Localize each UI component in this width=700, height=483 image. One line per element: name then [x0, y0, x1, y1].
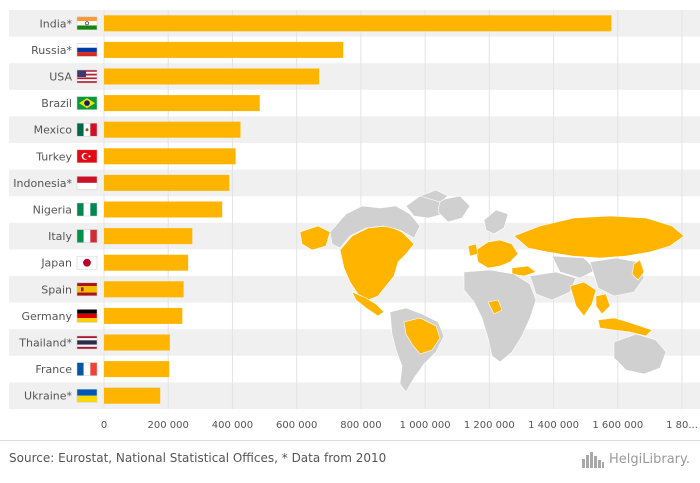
france-flag-icon — [76, 362, 98, 376]
x-tick-label: 600 000 — [276, 420, 317, 431]
bar — [104, 174, 230, 191]
nigeria-flag-icon — [76, 202, 98, 217]
turkey-flag-icon — [76, 149, 98, 164]
flags — [76, 16, 98, 403]
map-region — [419, 189, 449, 203]
map-region — [487, 299, 503, 315]
x-tick-label: 1 000 000 — [400, 420, 451, 431]
category-label: Italy — [48, 230, 72, 243]
map-region — [437, 195, 471, 223]
source-note: Source: Eurostat, National Statistical O… — [9, 451, 387, 465]
x-tick-label: 0 — [101, 420, 107, 431]
world-map — [299, 189, 685, 393]
x-tick-label: 200 000 — [148, 420, 189, 431]
bar — [104, 387, 161, 404]
japan-flag-icon — [76, 255, 98, 270]
category-labels: India* Russia* USA Brazil Mexico Turkey Indone… — [13, 17, 72, 402]
map-region — [595, 293, 611, 315]
map-region — [569, 281, 597, 317]
bar — [104, 148, 236, 165]
map-region — [463, 269, 537, 363]
bar — [104, 361, 170, 378]
bar-chart: India* Russia* USA Brazil Mexico Turkey Indone… — [9, 10, 700, 431]
map-region — [329, 205, 421, 249]
map-region — [339, 225, 415, 301]
map-region — [483, 209, 509, 235]
bars — [104, 15, 612, 404]
category-label: USA — [49, 71, 72, 84]
x-tick-label: 1 200 000 — [464, 420, 515, 431]
bar — [104, 121, 241, 138]
map-region — [597, 317, 653, 337]
map-region — [467, 243, 479, 257]
map-region — [631, 259, 645, 281]
bar — [104, 228, 193, 245]
x-tick-label: 1 80... — [666, 420, 698, 431]
x-tick-label: 1 600 000 — [592, 420, 643, 431]
india-flag-icon — [76, 16, 98, 31]
category-label: Nigeria — [33, 204, 72, 217]
category-label: Ukraine* — [24, 390, 72, 403]
logo-text: HelgiLibrary. — [609, 451, 690, 467]
map-region — [403, 317, 441, 355]
bar — [104, 281, 184, 298]
footer-divider — [0, 440, 700, 441]
x-tick-label: 800 000 — [340, 420, 381, 431]
city-skyline-icon — [582, 452, 605, 468]
category-label: Indonesia* — [13, 177, 72, 190]
bar — [104, 307, 183, 324]
spain-flag-icon — [76, 282, 98, 297]
category-label: Germany — [21, 310, 72, 323]
indonesia-flag-icon — [76, 176, 98, 190]
usa-flag-icon — [76, 69, 98, 84]
category-label: Turkey — [35, 150, 72, 163]
germany-flag-icon — [76, 309, 98, 323]
bar — [104, 201, 223, 218]
x-tick-label: 400 000 — [212, 420, 253, 431]
category-label: Russia* — [31, 44, 72, 57]
bar — [104, 15, 612, 32]
map-region — [589, 257, 645, 297]
category-label: Spain — [41, 283, 72, 296]
map-region — [513, 215, 685, 259]
ukraine-flag-icon — [76, 388, 98, 403]
bar — [104, 68, 320, 85]
category-label: Brazil — [41, 97, 72, 110]
map-region — [613, 333, 667, 375]
map-region — [351, 291, 385, 317]
x-tick-label: 1 400 000 — [528, 420, 579, 431]
mexico-flag-icon — [76, 122, 98, 137]
russia-flag-icon — [76, 43, 98, 57]
category-label: Mexico — [34, 124, 73, 137]
map-region — [529, 271, 577, 301]
thailand-flag-icon — [76, 335, 98, 350]
category-label: Japan — [40, 257, 72, 270]
italy-flag-icon — [76, 229, 98, 243]
map-region — [299, 225, 331, 251]
bar — [104, 334, 170, 351]
bar — [104, 254, 189, 271]
map-region — [551, 255, 597, 279]
map-region — [511, 265, 537, 277]
bar — [104, 95, 260, 112]
category-label: France — [35, 363, 72, 376]
helgilibrary-logo[interactable]: HelgiLibrary. — [581, 449, 690, 469]
map-region — [475, 239, 519, 269]
brazil-flag-icon — [76, 96, 98, 110]
category-label: India* — [40, 17, 73, 30]
bar — [104, 41, 344, 58]
category-label: Thailand* — [18, 337, 72, 350]
x-axis-ticks: 0 200 000 400 000 600 000 800 000 1 000 000 1 … — [101, 420, 698, 431]
